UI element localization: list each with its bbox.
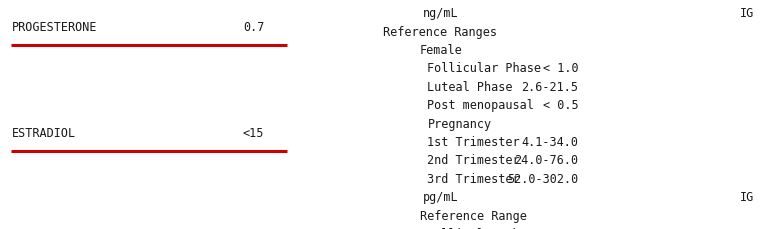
Text: PROGESTERONE: PROGESTERONE [11, 21, 97, 34]
Text: Reference Ranges: Reference Ranges [384, 26, 497, 38]
Text: < 0.5: < 0.5 [542, 99, 578, 112]
Text: 24.0-76.0: 24.0-76.0 [514, 154, 578, 167]
Text: IG: IG [740, 191, 755, 203]
Text: <15: <15 [243, 126, 264, 139]
Text: Reference Range: Reference Range [420, 209, 527, 222]
Text: pg/mL: pg/mL [423, 191, 458, 203]
Text: 3rd Trimester: 3rd Trimester [427, 172, 520, 185]
Text: Luteal Phase: Luteal Phase [427, 81, 513, 93]
Text: Follicular Phase: Follicular Phase [427, 62, 542, 75]
Text: Follicular Phase:: Follicular Phase: [427, 227, 548, 229]
Text: 0.7: 0.7 [243, 21, 264, 34]
Text: 4.1-34.0: 4.1-34.0 [522, 136, 578, 148]
Text: ng/mL: ng/mL [423, 7, 458, 20]
Text: ESTRADIOL: ESTRADIOL [11, 126, 76, 139]
Text: 19-144: 19-144 [535, 227, 578, 229]
Text: Post menopausal: Post menopausal [427, 99, 535, 112]
Text: Pregnancy: Pregnancy [427, 117, 492, 130]
Text: 2nd Trimester: 2nd Trimester [427, 154, 520, 167]
Text: < 1.0: < 1.0 [542, 62, 578, 75]
Text: 52.0-302.0: 52.0-302.0 [507, 172, 578, 185]
Text: IG: IG [740, 7, 755, 20]
Text: 1st Trimester: 1st Trimester [427, 136, 520, 148]
Text: 2.6-21.5: 2.6-21.5 [522, 81, 578, 93]
Text: Female: Female [420, 44, 463, 57]
